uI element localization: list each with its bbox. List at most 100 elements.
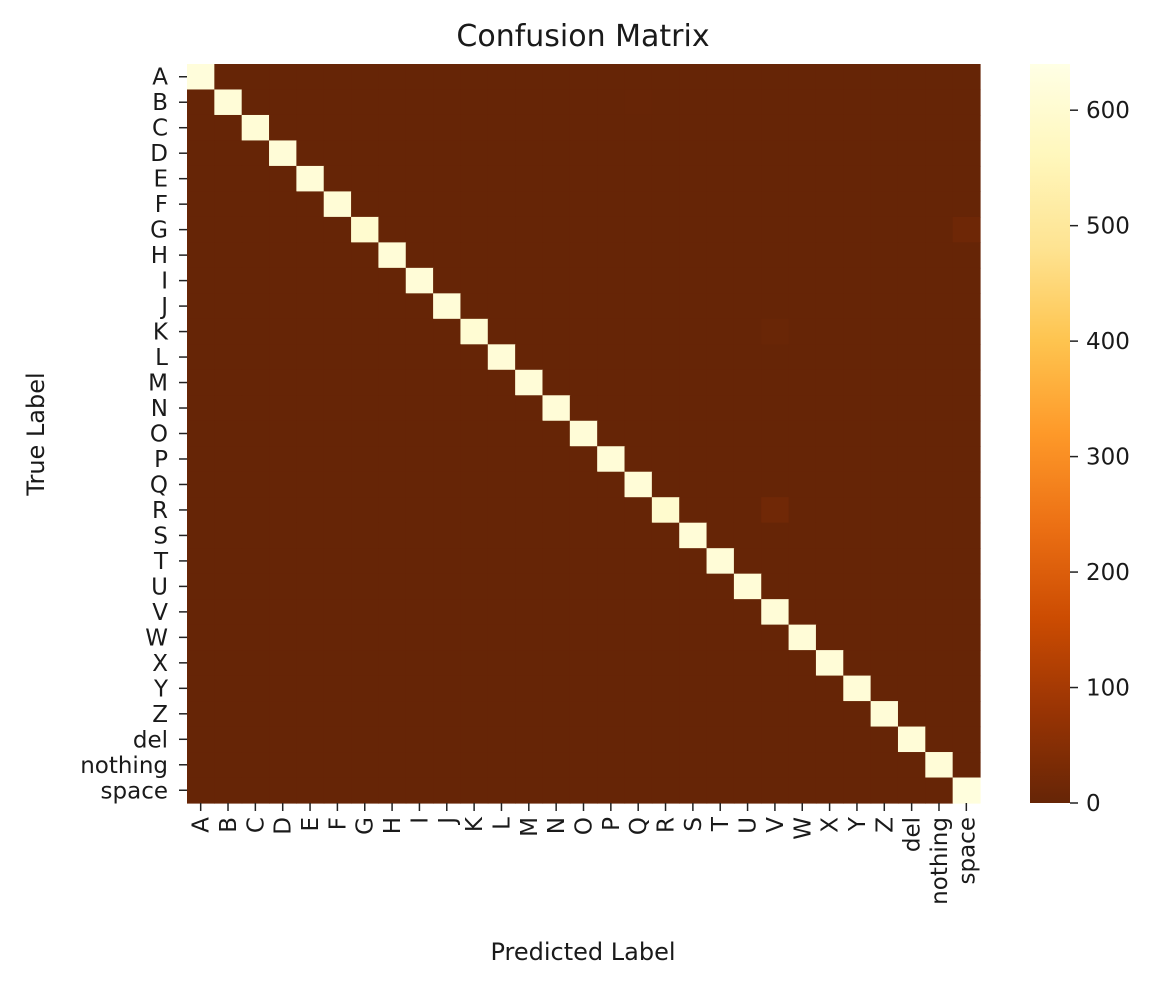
heatmap-cell	[870, 114, 899, 142]
heatmap-cell	[378, 344, 407, 371]
heatmap-cell	[214, 471, 243, 498]
colorbar	[1030, 64, 1070, 803]
heatmap-cell	[897, 726, 926, 753]
heatmap-cell	[405, 267, 434, 294]
heatmap-cell	[515, 726, 544, 753]
heatmap-cell	[487, 701, 516, 728]
heatmap-cell	[624, 726, 653, 753]
heatmap-cell	[870, 624, 899, 651]
heatmap-cell	[597, 344, 626, 371]
heatmap-cell	[624, 548, 653, 575]
heatmap-cell	[597, 191, 626, 218]
heatmap-cell	[460, 293, 489, 320]
heatmap-cell	[788, 446, 817, 473]
heatmap-cell	[515, 548, 544, 575]
heatmap-cell	[815, 726, 844, 753]
heatmap-cell	[515, 369, 544, 396]
heatmap-cell	[761, 369, 790, 396]
heatmap-cell	[624, 777, 653, 804]
heatmap-cell	[788, 650, 817, 677]
heatmap-cell	[651, 420, 680, 447]
heatmap-cell	[843, 64, 872, 91]
x-tick-label: S	[681, 817, 707, 832]
heatmap-cell	[624, 522, 653, 549]
heatmap-cell	[569, 777, 598, 804]
heatmap-cell	[679, 701, 708, 728]
heatmap-cell	[378, 497, 407, 524]
heatmap-cell	[624, 446, 653, 473]
heatmap-cell	[706, 650, 735, 677]
heatmap-cell	[187, 369, 215, 396]
heatmap-cell	[788, 726, 817, 753]
heatmap-cell	[624, 395, 653, 422]
heatmap-cell	[624, 752, 653, 779]
heatmap-cell	[487, 446, 516, 473]
y-tick-label: C	[152, 116, 168, 142]
heatmap-cell	[870, 293, 899, 320]
heatmap-cell	[843, 242, 872, 269]
heatmap-cell	[323, 267, 352, 294]
colorbar-ticks: 0 100 200 300 400 500 600	[1070, 98, 1130, 817]
heatmap-cell	[323, 89, 352, 116]
heatmap-cell	[925, 293, 954, 320]
heatmap-cell	[569, 471, 598, 498]
heatmap-cell	[925, 344, 954, 371]
heatmap-cell	[460, 165, 489, 193]
heatmap-cell	[378, 318, 407, 345]
heatmap-cell	[815, 89, 844, 116]
x-tick-label: R	[654, 817, 680, 833]
heatmap-cell	[706, 293, 735, 320]
heatmap-cell	[624, 216, 653, 243]
heatmap-cell	[569, 114, 598, 142]
heatmap-cell	[323, 777, 352, 804]
heatmap-cell	[679, 165, 708, 193]
heatmap-cell	[733, 242, 762, 269]
heatmap-cell	[542, 140, 571, 167]
heatmap-cell	[323, 344, 352, 371]
heatmap-cell	[815, 446, 844, 473]
heatmap-cell	[788, 267, 817, 294]
heatmap-cell	[706, 420, 735, 447]
x-tick-label: V	[763, 817, 789, 833]
heatmap-cell	[788, 165, 817, 193]
heatmap-cell	[569, 267, 598, 294]
heatmap-cell	[323, 318, 352, 345]
heatmap-cell	[351, 777, 380, 804]
heatmap-cell	[433, 752, 462, 779]
heatmap-cell	[952, 726, 981, 753]
heatmap-cell	[214, 395, 243, 422]
heatmap-cell	[651, 752, 680, 779]
heatmap-cell	[378, 64, 407, 91]
heatmap-cell	[296, 420, 325, 447]
heatmap-cell	[843, 701, 872, 728]
heatmap-cell	[624, 89, 653, 116]
heatmap-cell	[433, 293, 462, 320]
heatmap-cell	[788, 675, 817, 702]
heatmap-cell	[269, 318, 297, 345]
heatmap-cell	[542, 599, 571, 626]
heatmap-cell	[843, 140, 872, 167]
heatmap-cell	[241, 599, 270, 626]
heatmap-cell	[651, 165, 680, 193]
x-tick-label: L	[489, 817, 515, 830]
heatmap-cell	[897, 395, 926, 422]
heatmap-cell	[843, 573, 872, 600]
heatmap-cell	[925, 191, 954, 218]
heatmap-cell	[241, 497, 270, 524]
heatmap-cell	[187, 216, 215, 243]
colorbar-tick-label: 600	[1086, 98, 1130, 124]
heatmap-cell	[241, 752, 270, 779]
y-tick-label: J	[159, 294, 168, 320]
heatmap-cell	[597, 267, 626, 294]
heatmap-cell	[487, 548, 516, 575]
heatmap-cell	[460, 446, 489, 473]
heatmap-cell	[788, 64, 817, 91]
heatmap-cell	[733, 446, 762, 473]
heatmap-cell	[761, 191, 790, 218]
heatmap-cell	[761, 573, 790, 600]
heatmap-cell	[487, 650, 516, 677]
heatmap-cell	[651, 369, 680, 396]
heatmap-cell	[542, 344, 571, 371]
heatmap-cell	[405, 318, 434, 345]
heatmap-cell	[679, 420, 708, 447]
